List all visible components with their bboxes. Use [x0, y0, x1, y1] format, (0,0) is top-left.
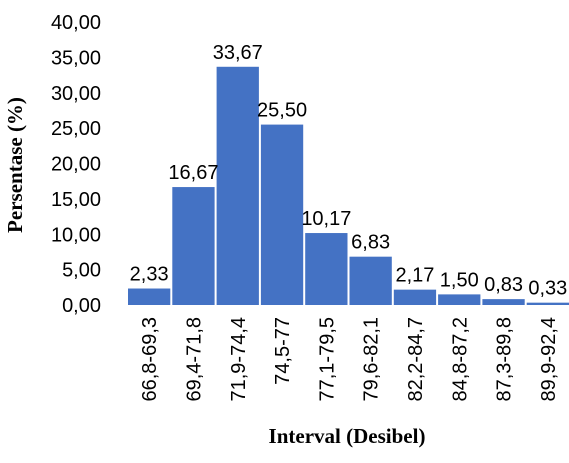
bar-value-label: 2,17	[395, 265, 434, 287]
bars	[128, 66, 569, 306]
bar-value-label: 2,33	[130, 264, 169, 286]
y-tick-label: 15,00	[51, 189, 101, 211]
x-tick-label: 89,9-92,4	[538, 317, 560, 402]
bar	[128, 288, 171, 305]
y-tick-label: 20,00	[51, 154, 101, 176]
y-tick-label: 5,00	[62, 260, 101, 282]
y-tick-label: 0,00	[62, 295, 101, 317]
x-tick-label: 66,8-69,3	[139, 317, 161, 402]
x-tick-label: 71,9-74,4	[228, 317, 250, 402]
x-tick-label: 84,8-87,2	[449, 317, 471, 402]
y-tick-label: 40,00	[51, 12, 101, 34]
bar	[393, 289, 437, 305]
bar	[438, 294, 481, 305]
data-labels: 2,33 16,67 33,67 25,50 10,176,832,17 1,50 0,83…	[130, 42, 568, 300]
bar	[305, 233, 348, 305]
y-axis: 0,00 5,00 10,00 15,00 20,00 25,00 30,00 35,00 40…	[51, 12, 101, 317]
bar-value-label: 0,33	[528, 278, 567, 300]
x-tick-label: 82,2-84,7	[405, 317, 427, 402]
bar-value-label: 10,17	[301, 208, 351, 230]
y-tick-label: 10,00	[51, 224, 101, 246]
y-tick-label: 30,00	[51, 83, 101, 105]
bar-value-label: 25,50	[257, 100, 307, 122]
x-axis: 66,8-69,3 69,4-71,8 71,9-74,4 74,5-77 77,1-7…	[139, 317, 560, 402]
bar	[349, 256, 392, 305]
y-tick-label: 25,00	[51, 118, 101, 140]
bar-value-label: 16,67	[168, 162, 218, 184]
bar	[526, 302, 569, 305]
y-axis-title: Persentase (%)	[3, 97, 27, 233]
y-tick-label: 35,00	[51, 47, 101, 69]
x-tick-label: 77,1-79,5	[316, 317, 338, 402]
bar	[260, 124, 304, 306]
bar-value-label: 1,50	[440, 269, 479, 291]
x-tick-label: 87,3-89,8	[494, 317, 516, 402]
x-tick-label: 74,5-77	[272, 317, 294, 385]
x-tick-label: 79,6-82,1	[361, 317, 383, 402]
bar	[172, 187, 215, 305]
bar-value-label: 0,83	[484, 274, 523, 296]
bar-value-label: 6,83	[351, 232, 390, 254]
bar	[216, 66, 259, 305]
bar-value-label: 33,67	[213, 42, 263, 64]
x-axis-title: Interval (Desibel)	[269, 424, 426, 448]
bar	[482, 299, 525, 305]
x-tick-label: 69,4-71,8	[183, 317, 205, 402]
